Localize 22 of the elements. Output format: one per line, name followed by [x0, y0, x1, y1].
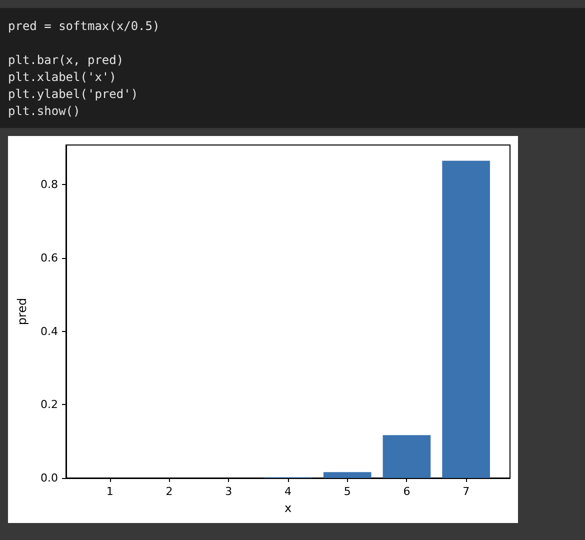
y-tick-label: 0.0: [40, 472, 58, 484]
bar: [323, 472, 372, 478]
x-tick-label: 4: [284, 485, 292, 498]
x-tick-label: 3: [225, 485, 232, 498]
x-tick-label: 6: [403, 485, 410, 498]
text: pred = softmax(x/0.5): [8, 18, 160, 35]
x-tick-label: 1: [106, 485, 114, 498]
text: plt.bar(x, pred): [8, 52, 125, 69]
text: plt.ylabel('pred'): [8, 86, 140, 103]
bar: [382, 435, 431, 478]
text: plt.show(): [8, 103, 82, 120]
x-axis-title: x: [284, 501, 292, 515]
y-tick-label: 0.4: [40, 324, 58, 338]
y-tick-label: 0.6: [40, 251, 58, 264]
x-tick-label: 2: [166, 485, 173, 498]
x-tick-label: 7: [462, 485, 470, 498]
x-tick-label: 5: [344, 485, 351, 498]
y-tick-label: 0.2: [40, 398, 58, 412]
text: plt.xlabel('x'): [8, 69, 118, 86]
y-axis-title: pred: [15, 298, 29, 326]
bar: [442, 160, 490, 478]
y-tick-label: 0.8: [40, 178, 58, 192]
